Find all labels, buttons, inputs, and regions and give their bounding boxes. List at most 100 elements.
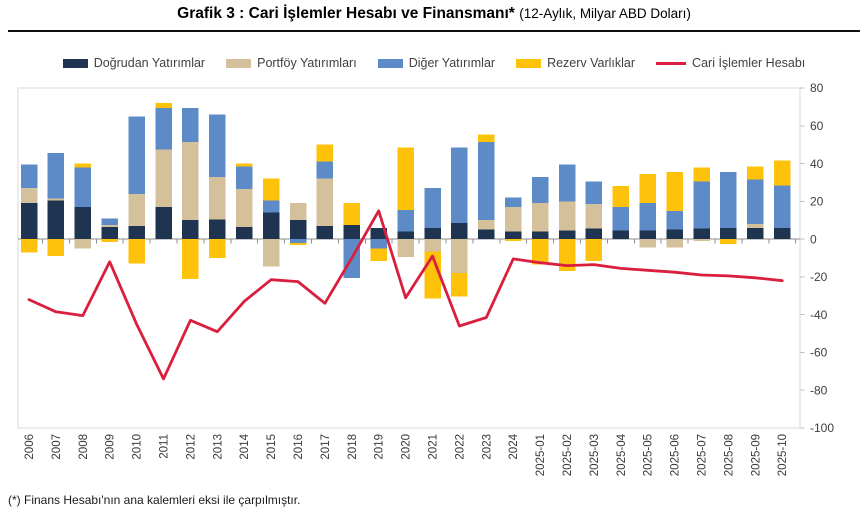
legend-swatch-icon <box>226 58 252 68</box>
bar-segment <box>316 161 334 179</box>
bar-segment <box>451 147 468 224</box>
bar-segment <box>209 176 226 220</box>
x-axis-tick-label: 2009 <box>105 434 117 460</box>
plot-area <box>17 87 801 429</box>
bar-segment <box>155 207 172 240</box>
x-axis-tick-label: 2025-09 <box>750 434 762 476</box>
x-axis-tick-label: 2025-04 <box>616 433 628 476</box>
bar-segment <box>720 239 737 244</box>
y-axis-tick-label: -80 <box>810 383 828 397</box>
x-axis-tick-label: 2025-01 <box>535 434 547 476</box>
legend-item: Diğer Yatırımlar <box>377 56 496 70</box>
x-axis-tick-label: 2008 <box>78 434 90 460</box>
bar-segment <box>316 225 334 240</box>
legend-label: Diğer Yatırımlar <box>408 56 496 70</box>
x-axis-tick-label: 2007 <box>51 434 63 460</box>
bar-segment <box>424 227 441 240</box>
title-divider <box>8 30 860 32</box>
bar-segment <box>289 203 307 221</box>
bar-segment <box>478 229 495 240</box>
legend-item: Rezerv Varlıklar <box>516 56 635 70</box>
bar-segment <box>666 229 683 240</box>
bar-segment <box>101 239 118 242</box>
bar-segment <box>128 116 145 194</box>
bar-segment <box>155 149 172 207</box>
bar-segment <box>235 189 253 227</box>
y-axis-tick-label: -20 <box>810 270 828 284</box>
legend-swatch-icon <box>377 58 403 68</box>
y-axis-tick-label: 80 <box>810 81 824 95</box>
bar-segment <box>504 197 522 207</box>
x-axis-tick-label: 2023 <box>481 434 493 460</box>
bar-segment <box>47 198 65 201</box>
x-axis-tick-label: 2021 <box>428 434 440 460</box>
bar-segment <box>262 200 280 213</box>
bar-segment <box>262 239 280 267</box>
x-axis-tick-label: 2016 <box>293 434 305 460</box>
x-axis-tick-label: 2025-07 <box>697 434 709 476</box>
bar-segment <box>235 166 253 190</box>
bar-segment <box>612 230 630 240</box>
bar-segment <box>182 141 199 221</box>
bar-segment <box>209 114 226 177</box>
x-axis-tick-label: 2015 <box>266 434 278 460</box>
x-axis-tick-label: 2025-08 <box>723 434 735 476</box>
x-axis-tick-label: 2018 <box>347 434 359 460</box>
bar-segment <box>531 239 549 265</box>
bar-segment <box>693 239 710 241</box>
x-axis-tick-label: 2017 <box>320 434 332 460</box>
footnote: (*) Finans Hesabı'nın ana kalemleri eksi… <box>8 493 301 507</box>
bar-segment <box>612 207 630 231</box>
chart-legend: Doğrudan Yatırımlar Portföy Yatırımları Di… <box>0 53 868 73</box>
bar-segment <box>666 172 683 211</box>
bar-segment <box>451 223 468 240</box>
bar-segment <box>20 164 38 189</box>
legend-line-swatch-icon <box>656 61 687 65</box>
bar-segment <box>343 203 361 225</box>
bar-segment <box>639 173 656 204</box>
bar-segment <box>397 239 414 258</box>
bar-segment <box>155 107 172 150</box>
x-axis-tick-label: 2013 <box>212 434 224 460</box>
bar-segment <box>209 219 226 240</box>
x-axis-tick-label: 2020 <box>401 434 413 460</box>
x-axis-tick-label: 2012 <box>185 434 197 460</box>
bar-segment <box>747 227 764 240</box>
bar-segment <box>424 239 441 252</box>
bar-segment <box>289 239 307 243</box>
y-axis-tick-label: 20 <box>810 195 824 209</box>
bar-segment <box>316 144 334 162</box>
bar-segment <box>370 248 387 261</box>
bar-segment <box>47 239 65 257</box>
x-axis-tick-label: 2025-10 <box>777 434 789 476</box>
bar-segment <box>531 203 549 232</box>
bar-segment <box>639 239 656 248</box>
bar-segment <box>209 239 226 258</box>
bar-segment <box>558 164 576 202</box>
page-title: Grafik 3 : Cari İşlemler Hesabı ve Finan… <box>0 5 868 23</box>
y-axis-tick-label: 60 <box>810 119 824 133</box>
x-axis-tick-label: 2025-06 <box>670 434 682 476</box>
bar-segment <box>128 193 145 226</box>
bar-segment <box>666 210 683 230</box>
x-axis-tick-label: 2025-05 <box>643 434 655 476</box>
x-axis-labels: 2006 2007 2008 2009 2010 2011 2012 2013 2014 2015… <box>24 433 789 476</box>
legend-label: Portföy Yatırımları <box>257 56 357 70</box>
x-axis-tick-label: 2024 <box>508 433 520 459</box>
line-series <box>27 209 784 381</box>
bar-segment <box>451 273 468 297</box>
bar-segment <box>316 178 334 226</box>
bar-segment <box>101 226 118 240</box>
bar-segment <box>343 224 361 240</box>
bar-segment <box>504 207 522 232</box>
legend-swatch-icon <box>516 58 542 68</box>
bar-segment <box>74 163 92 168</box>
bar-segment <box>101 224 118 227</box>
bar-segment <box>478 220 495 230</box>
bar-segment <box>773 160 791 186</box>
x-axis-tick-label: 2022 <box>454 434 466 460</box>
bar-segment <box>720 172 737 228</box>
y-axis-labels: 80 60 40 20 0 -20 -40 -60 -80 -100 <box>800 81 834 435</box>
bar-segment <box>182 220 199 240</box>
x-axis-tick-label: 2025-03 <box>589 434 601 476</box>
